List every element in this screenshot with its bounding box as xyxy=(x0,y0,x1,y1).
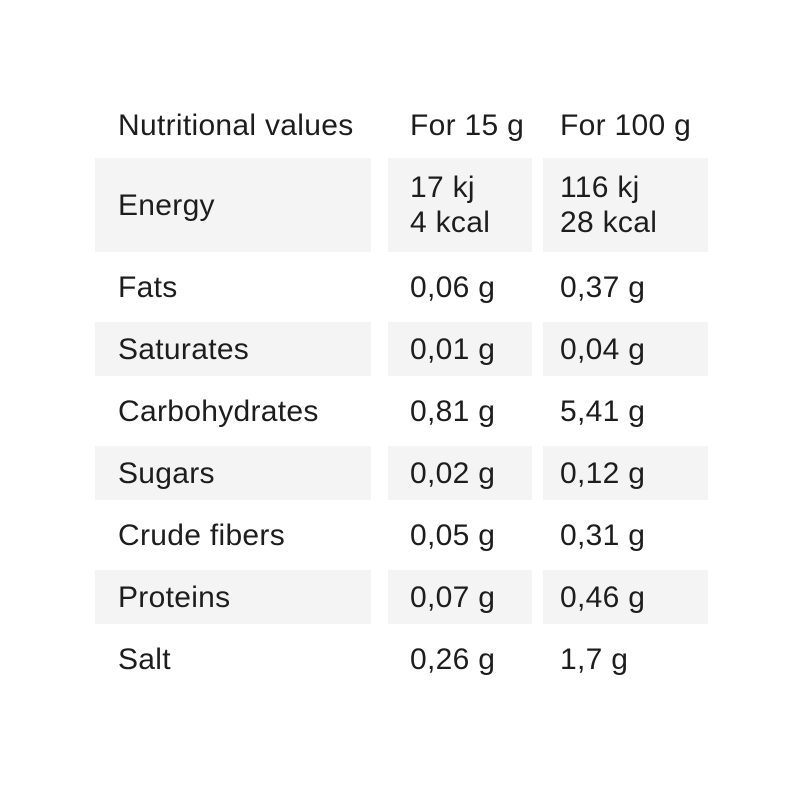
value-line: 4 kcal xyxy=(410,206,491,239)
row-label: Energy xyxy=(95,158,371,252)
value-line: Sugars xyxy=(118,456,215,490)
value-per-100g: 1,7 g xyxy=(543,632,708,686)
value-per-15g: 0,01 g xyxy=(388,322,532,376)
value-per-100g: 0,04 g xyxy=(543,322,708,376)
row-label: Fats xyxy=(95,260,371,314)
row-label: Proteins xyxy=(95,570,371,624)
column-header-nutritional-values: Nutritional values xyxy=(118,109,354,142)
value-line: Proteins xyxy=(118,580,231,614)
value-line: Energy xyxy=(118,188,215,222)
value-line: Crude fibers xyxy=(118,518,286,552)
value-line: 0,06 g xyxy=(410,270,496,304)
value-per-15g: 0,02 g xyxy=(388,446,532,500)
value-per-15g: 0,06 g xyxy=(388,260,532,314)
value-line: 0,37 g xyxy=(560,270,646,304)
value-per-15g: 17 kj 4 kcal xyxy=(388,158,532,252)
row-label: Sugars xyxy=(95,446,371,500)
value-line: 1,7 g xyxy=(560,642,629,676)
value-per-100g: 116 kj 28 kcal xyxy=(543,158,708,252)
value-line: 5,41 g xyxy=(560,394,646,428)
value-per-100g: 0,37 g xyxy=(543,260,708,314)
value-line: 0,01 g xyxy=(410,332,496,366)
value-line: 0,31 g xyxy=(560,518,646,552)
value-line: 0,07 g xyxy=(410,580,496,614)
value-line: 0,04 g xyxy=(560,332,646,366)
column-header-for-100g: For 100 g xyxy=(560,109,692,142)
value-line: 0,05 g xyxy=(410,518,496,552)
row-label: Salt xyxy=(95,632,371,686)
value-line: 0,12 g xyxy=(560,456,646,490)
value-per-100g: 0,46 g xyxy=(543,570,708,624)
value-line: Salt xyxy=(118,642,171,676)
value-per-100g: 0,31 g xyxy=(543,508,708,562)
value-per-15g: 0,26 g xyxy=(388,632,532,686)
value-line: 0,81 g xyxy=(410,394,496,428)
column-header-for-15g: For 15 g xyxy=(410,109,525,142)
value-line: 28 kcal xyxy=(560,206,658,239)
row-label: Saturates xyxy=(95,322,371,376)
value-line: 116 kj xyxy=(560,171,640,204)
row-label: Crude fibers xyxy=(95,508,371,562)
value-per-15g: 0,81 g xyxy=(388,384,532,438)
value-per-15g: 0,05 g xyxy=(388,508,532,562)
nutrition-table: Nutritional values For 15 g For 100 g En… xyxy=(95,95,708,686)
value-line: 0,46 g xyxy=(560,580,646,614)
value-line: Fats xyxy=(118,270,178,304)
value-per-100g: 0,12 g xyxy=(543,446,708,500)
value-line: 0,02 g xyxy=(410,456,496,490)
value-per-15g: 0,07 g xyxy=(388,570,532,624)
value-line: 0,26 g xyxy=(410,642,496,676)
value-line: Carbohydrates xyxy=(118,394,319,428)
value-per-100g: 5,41 g xyxy=(543,384,708,438)
row-label: Carbohydrates xyxy=(95,384,371,438)
value-line: 17 kj xyxy=(410,171,475,204)
value-line: Saturates xyxy=(118,332,250,366)
